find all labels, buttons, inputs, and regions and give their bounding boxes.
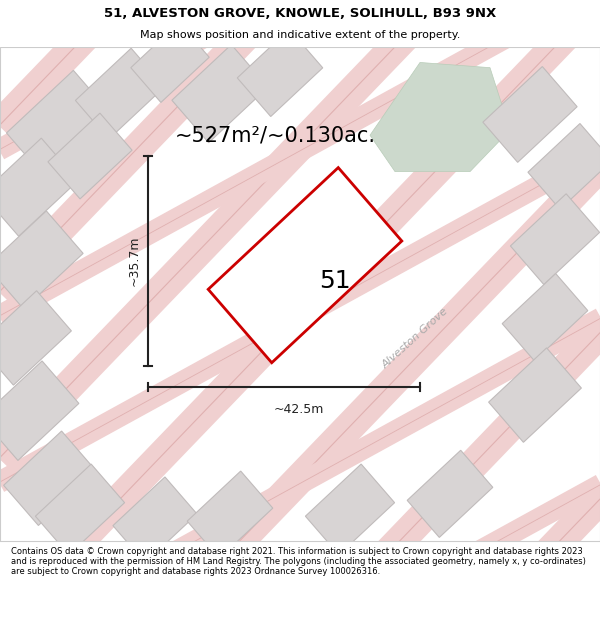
Polygon shape (237, 29, 323, 116)
Polygon shape (0, 211, 83, 309)
Polygon shape (0, 361, 79, 461)
Polygon shape (305, 464, 395, 555)
Polygon shape (76, 48, 164, 139)
Polygon shape (131, 22, 209, 102)
Polygon shape (0, 138, 78, 236)
Polygon shape (370, 62, 510, 172)
Polygon shape (172, 44, 268, 142)
Text: 51: 51 (319, 269, 351, 292)
Text: 51, ALVESTON GROVE, KNOWLE, SOLIHULL, B93 9NX: 51, ALVESTON GROVE, KNOWLE, SOLIHULL, B9… (104, 7, 496, 19)
Text: Alveston Grove: Alveston Grove (380, 306, 450, 370)
Polygon shape (511, 194, 599, 284)
Text: ~527m²/~0.130ac.: ~527m²/~0.130ac. (175, 125, 376, 145)
Polygon shape (528, 124, 600, 209)
Polygon shape (483, 66, 577, 162)
Polygon shape (35, 464, 125, 555)
Text: ~42.5m: ~42.5m (274, 403, 324, 416)
Text: Map shows position and indicative extent of the property.: Map shows position and indicative extent… (140, 30, 460, 40)
Polygon shape (488, 348, 581, 442)
Polygon shape (187, 471, 273, 558)
Polygon shape (4, 431, 97, 526)
Text: ~35.7m: ~35.7m (128, 236, 140, 286)
Polygon shape (502, 274, 588, 361)
Polygon shape (48, 113, 132, 199)
Polygon shape (7, 71, 113, 179)
Polygon shape (0, 291, 71, 385)
Polygon shape (208, 168, 402, 362)
Text: Contains OS data © Crown copyright and database right 2021. This information is : Contains OS data © Crown copyright and d… (11, 546, 586, 576)
Polygon shape (113, 477, 197, 562)
Polygon shape (407, 450, 493, 538)
